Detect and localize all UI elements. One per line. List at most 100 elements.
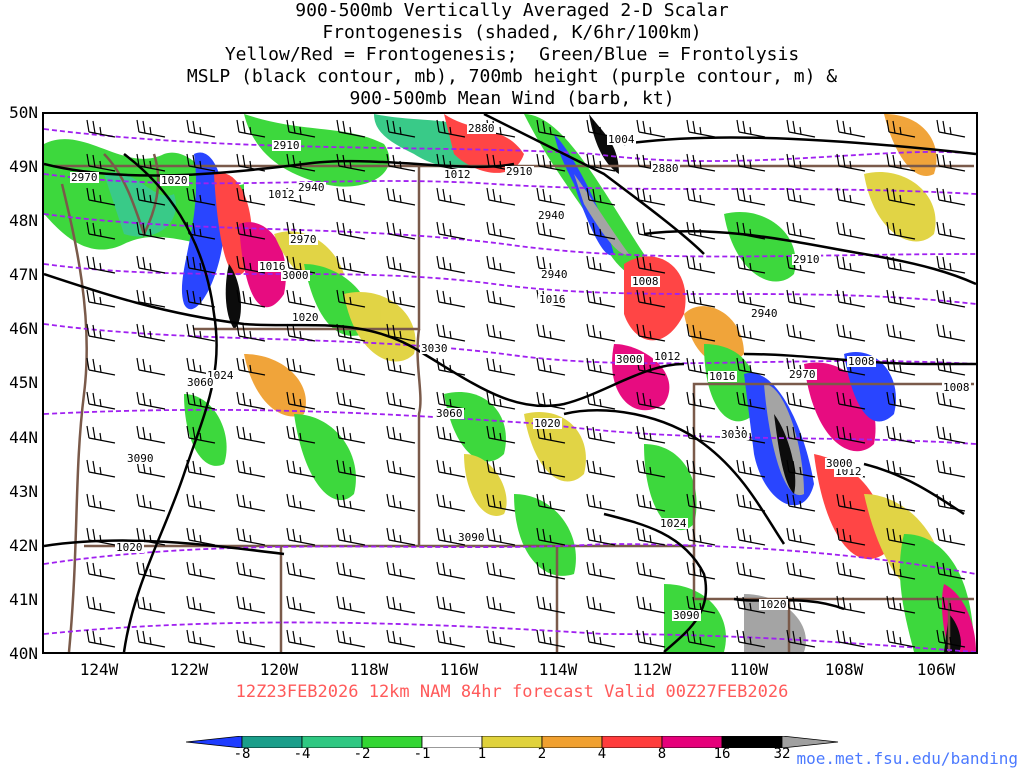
wind-barb xyxy=(836,289,866,308)
wind-barb xyxy=(786,289,816,308)
lat-label: 44N xyxy=(9,428,38,447)
wind-barb xyxy=(736,119,766,138)
wind-barb xyxy=(186,255,216,274)
wind-barb xyxy=(586,323,616,342)
wind-barb xyxy=(936,153,966,172)
wind-barb xyxy=(936,493,966,512)
height-label: 3090 xyxy=(126,452,155,465)
wind-barb xyxy=(786,187,816,206)
wind-barb xyxy=(636,561,666,580)
source-credit[interactable]: moe.met.fsu.edu/banding xyxy=(796,749,1018,768)
wind-barb xyxy=(586,629,616,648)
wind-barb xyxy=(386,289,416,308)
height-label: 2910 xyxy=(505,165,534,178)
wind-barb xyxy=(686,561,716,580)
lon-label: 122W xyxy=(169,660,209,679)
wind-barb xyxy=(386,323,416,342)
wind-barb xyxy=(786,221,816,240)
wind-barb xyxy=(686,119,716,138)
height-label: 3060 xyxy=(435,407,464,420)
wind-barb xyxy=(486,255,516,274)
wind-barb xyxy=(786,153,816,172)
wind-barb xyxy=(286,119,316,138)
wind-barb xyxy=(786,595,816,614)
lon-label: 110W xyxy=(729,660,769,679)
colorbar-tick: -1 xyxy=(413,746,431,762)
mslp-label: 1020 xyxy=(160,174,189,187)
wind-barb xyxy=(936,629,966,648)
wind-barb xyxy=(786,391,816,410)
wind-barb xyxy=(386,153,416,172)
wind-barb xyxy=(186,289,216,308)
wind-barb xyxy=(136,391,166,410)
wind-barb xyxy=(486,425,516,444)
mslp-label: 1012 xyxy=(834,465,863,478)
wind-barb xyxy=(686,153,716,172)
lon-label: 116W xyxy=(439,660,479,679)
wind-barb xyxy=(736,527,766,546)
wind-barb xyxy=(86,391,116,410)
wind-barb xyxy=(536,119,566,138)
lat-label: 41N xyxy=(9,590,38,609)
wind-barb xyxy=(486,187,516,206)
wind-barb xyxy=(436,289,466,308)
wind-barb xyxy=(886,289,916,308)
wind-barb xyxy=(536,527,566,546)
wind-barb xyxy=(936,323,966,342)
wind-barb xyxy=(836,561,866,580)
wind-barb xyxy=(586,357,616,376)
wind-barb xyxy=(736,459,766,478)
wind-barb xyxy=(436,391,466,410)
height-label: 2910 xyxy=(792,253,821,266)
wind-barb xyxy=(936,255,966,274)
lat-label: 45N xyxy=(9,373,38,392)
wind-barb xyxy=(286,391,316,410)
wind-barb xyxy=(836,255,866,274)
wind-barb xyxy=(636,119,666,138)
wind-barb xyxy=(286,629,316,648)
wind-barb xyxy=(586,221,616,240)
wind-barb xyxy=(936,357,966,376)
wind-barb xyxy=(236,391,266,410)
mslp-label: 1020 xyxy=(115,541,144,554)
wind-barb xyxy=(86,493,116,512)
lon-label: 108W xyxy=(824,660,864,679)
wind-barb xyxy=(736,629,766,648)
wind-barb xyxy=(86,527,116,546)
wind-barb xyxy=(836,493,866,512)
wind-barb xyxy=(736,153,766,172)
wind-barb xyxy=(486,289,516,308)
wind-barb xyxy=(186,561,216,580)
wind-barb xyxy=(186,595,216,614)
wind-barb xyxy=(586,187,616,206)
wind-barb xyxy=(236,493,266,512)
wind-barb xyxy=(836,391,866,410)
wind-barb xyxy=(436,459,466,478)
wind-barb xyxy=(786,561,816,580)
mslp-label: 1016 xyxy=(708,370,737,383)
wind-barb xyxy=(886,493,916,512)
wind-barb xyxy=(536,391,566,410)
wind-barb xyxy=(286,153,316,172)
wind-barb xyxy=(586,425,616,444)
mslp-label: 1020 xyxy=(291,311,320,324)
lat-label: 47N xyxy=(9,265,38,284)
wind-barb xyxy=(86,459,116,478)
wind-barb xyxy=(386,629,416,648)
wind-barb xyxy=(736,289,766,308)
wind-barb xyxy=(886,629,916,648)
title-line-5: 900-500mb Mean Wind (barb, kt) xyxy=(349,88,675,109)
colorbar-tick: 1 xyxy=(477,746,487,762)
wind-barb xyxy=(136,221,166,240)
colorbar-tick: 32 xyxy=(773,746,791,762)
wind-barb xyxy=(286,493,316,512)
wind-barb xyxy=(436,561,466,580)
wind-barb xyxy=(336,629,366,648)
wind-barb xyxy=(386,221,416,240)
wind-barb xyxy=(536,595,566,614)
height-label: 2940 xyxy=(750,307,779,320)
wind-barb xyxy=(136,119,166,138)
wind-barb xyxy=(786,323,816,342)
wind-barb xyxy=(186,459,216,478)
wind-barb xyxy=(86,357,116,376)
